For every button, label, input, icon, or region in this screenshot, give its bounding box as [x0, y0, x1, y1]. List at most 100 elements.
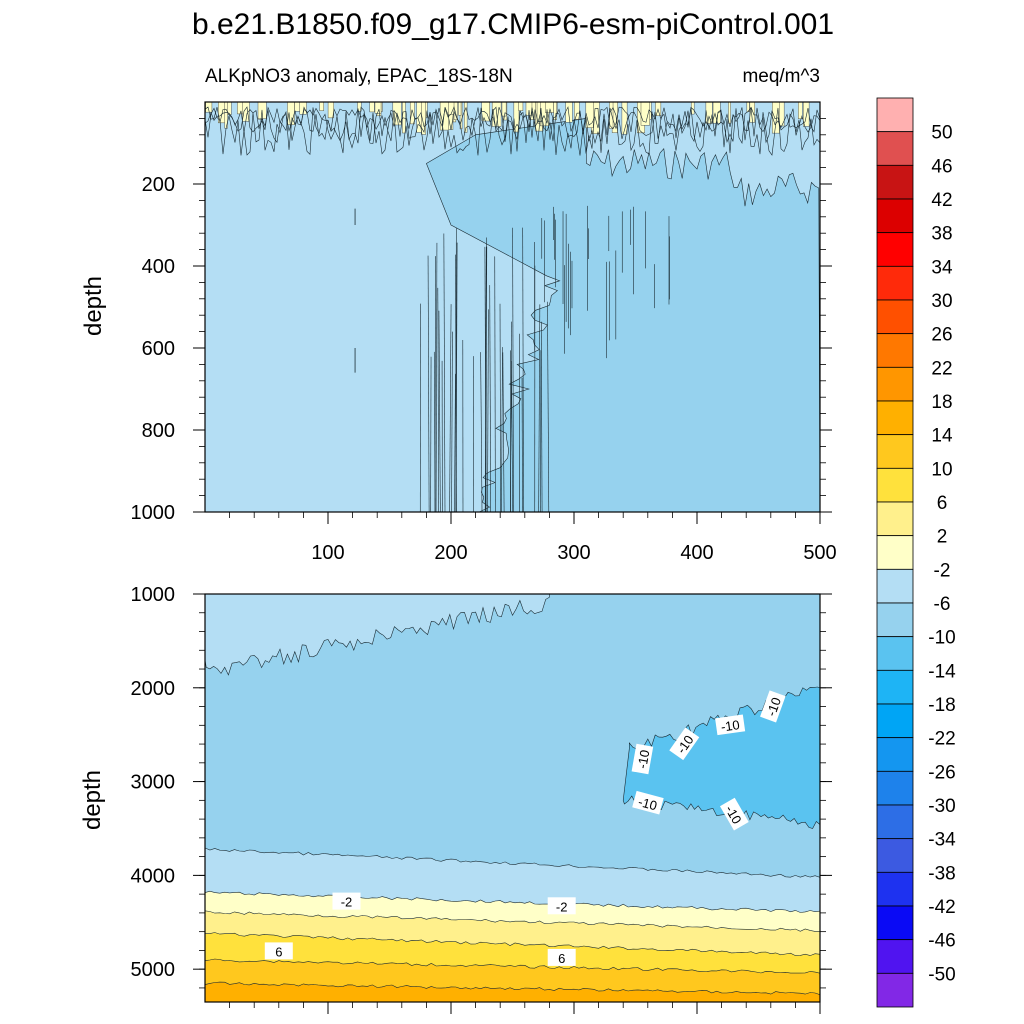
- contour-label: 6: [547, 948, 576, 966]
- contour-label-text: -10: [764, 695, 785, 718]
- streak-contour: [494, 256, 496, 513]
- x-tick-label: 100: [311, 542, 344, 564]
- surface-patch: [565, 101, 573, 123]
- upper-panel: ALKpNO3 anomaly, EPAC_18S-18N meq/m^3 20…: [80, 66, 837, 564]
- streak-contour: [489, 285, 492, 513]
- upper-right-label: meq/m^3: [742, 66, 820, 87]
- x-tick-label: 300: [557, 542, 590, 564]
- lower-region-upperleft: [204, 593, 550, 676]
- lower-plot-area: [204, 593, 821, 1003]
- colorbar-swatch: [876, 804, 914, 840]
- contour-label-bg: [719, 797, 749, 831]
- upper-region-minus10: [426, 118, 821, 513]
- contour-label-bg: [332, 892, 361, 910]
- contour-label-bg: [547, 897, 576, 915]
- streak-contour: [434, 256, 436, 513]
- surface-patch: [458, 101, 462, 116]
- y-tick-label: 800: [142, 420, 175, 442]
- colorbar-level-label: 26: [931, 325, 952, 346]
- colorbar-level-label: 10: [931, 459, 952, 480]
- streak-contour: [435, 242, 438, 513]
- surface-contour: [204, 106, 821, 156]
- colorbar-swatch: [876, 232, 914, 267]
- colorbar: 50 46 42 38 34 30 26 22 18 14 10 6 2 -2 -6 -10 -14 -18 -22…: [876, 97, 956, 1008]
- colorbar-swatch: [876, 770, 914, 806]
- y-tick-label: 5000: [131, 959, 176, 981]
- surface-patch: [237, 101, 243, 115]
- colorbar-level-label: -18: [928, 695, 955, 716]
- colorbar-level-label: -10: [928, 628, 955, 649]
- y-tick-label: 2000: [131, 678, 176, 700]
- lower-contour-labels: -10-10-10-10-10 -10-2 -26 6: [264, 690, 786, 966]
- colorbar-level-label: 6: [937, 493, 948, 514]
- colorbar-swatch: [876, 535, 914, 570]
- colorbar-swatch: [876, 568, 914, 604]
- x-tick-label: 500: [803, 542, 836, 564]
- y-tick-label: 3000: [131, 772, 176, 794]
- y-tick-label: 400: [142, 256, 175, 278]
- colorbar-swatch: [876, 97, 914, 133]
- plot-frame: [204, 593, 821, 1003]
- colorbar-level-label: 22: [931, 358, 952, 379]
- contour-label-bg: [547, 948, 576, 966]
- colorbar-level-label: 18: [931, 392, 952, 413]
- colorbar-level-label: -42: [928, 897, 955, 918]
- upper-axes: 200 400 600 800 1000 100 200 300 400 500: [131, 101, 837, 564]
- contour-label-bg: [632, 790, 664, 815]
- colorbar-swatch: [876, 669, 914, 705]
- colorbar-level-label: 14: [931, 426, 953, 447]
- colorbar-swatch: [876, 905, 914, 941]
- y-tick-label: 1000: [131, 584, 176, 606]
- colorbar-swatch: [876, 333, 914, 368]
- chart-title: b.e21.B1850.f09_g17.CMIP6-esm-piControl.…: [192, 8, 834, 41]
- surface-patch: [294, 101, 301, 112]
- colorbar-level-label: -2: [934, 560, 951, 581]
- streak-contour: [438, 310, 441, 513]
- colorbar-swatch: [876, 972, 914, 1008]
- surface-patch: [453, 101, 458, 120]
- colorbar-swatch: [876, 434, 914, 469]
- streak-contour: [499, 303, 501, 513]
- colorbar-level-label: 30: [931, 291, 952, 312]
- colorbar-swatch: [876, 737, 914, 772]
- contour-label-text: 6: [558, 951, 565, 966]
- contour-label-text: -2: [341, 895, 353, 910]
- surface-patch: [319, 101, 324, 111]
- upper-left-label: ALKpNO3 anomaly, EPAC_18S-18N: [205, 66, 513, 87]
- contour-label-bg: [715, 714, 746, 736]
- streak-contour: [427, 255, 430, 513]
- surface-patch: [705, 101, 713, 124]
- surface-patch: [518, 101, 524, 111]
- streak-contour: [547, 301, 550, 513]
- colorbar-level-label: -38: [928, 863, 955, 884]
- lower-panel: -10-10-10-10-10 -10-2 -26 6 100020003000400…: [79, 584, 832, 1014]
- colorbar-level-label: -30: [928, 796, 955, 817]
- colorbar-swatch: [876, 299, 914, 335]
- colorbar-level-label: -26: [928, 762, 955, 783]
- colorbar-swatch: [876, 939, 914, 974]
- upper-y-axis-label: depth: [80, 276, 107, 336]
- colorbar-swatch: [876, 198, 914, 234]
- contour-label: -10: [632, 790, 664, 815]
- x-tick-label: 400: [680, 542, 713, 564]
- lower-axes: 1000 2000 3000 4000 5000: [131, 584, 832, 1014]
- y-tick-label: 4000: [131, 865, 176, 887]
- streak-contour: [443, 233, 446, 513]
- colorbar-level-label: -50: [928, 964, 955, 985]
- streak-contour: [455, 242, 458, 513]
- streak-contour: [511, 360, 514, 513]
- colorbar-level-label: 50: [931, 123, 952, 144]
- colorbar-swatch: [876, 703, 914, 739]
- y-tick-label: 1000: [131, 502, 176, 524]
- surface-patch: [409, 101, 415, 125]
- colorbar-level-label: -14: [928, 661, 956, 682]
- colorbar-level-label: -6: [934, 594, 951, 615]
- streak-contour: [502, 352, 505, 513]
- streak-contour: [437, 287, 439, 513]
- contour-label-text: -2: [556, 899, 568, 914]
- x-tick-label: 200: [434, 542, 467, 564]
- streak-contour: [487, 309, 489, 513]
- colorbar-level-label: -46: [928, 931, 955, 952]
- colorbar-level-label: -22: [928, 729, 955, 750]
